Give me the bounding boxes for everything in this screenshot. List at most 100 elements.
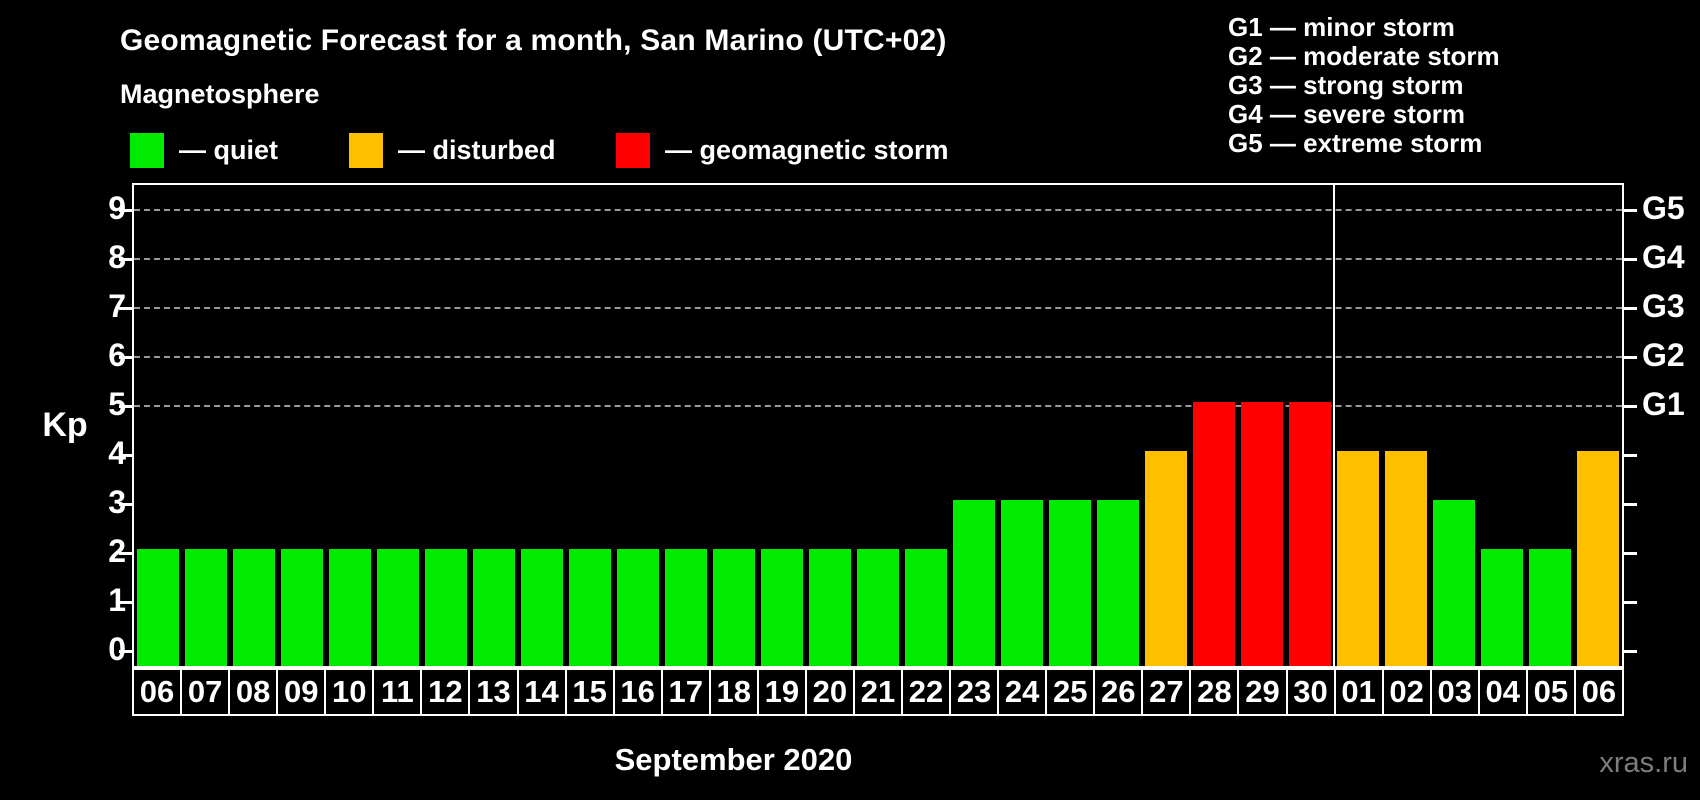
y-tick-label-5: 5 [108,386,126,422]
bar-series [134,185,1622,666]
bar-column-day-17 [662,185,710,666]
kp-bar-23-value-3 [952,500,996,666]
g-legend-line-3: G3 — strong storm [1228,70,1464,100]
kp-bar-02-value-4 [1384,451,1428,666]
gridline-kp-6 [134,356,1622,358]
bar-column-day-08 [230,185,278,666]
date-cell-15-sep: 15 [564,668,615,716]
gridline-kp-7 [134,307,1622,309]
left-tick-kp-5 [119,405,132,408]
gridline-kp-5 [134,405,1622,407]
bar-column-day-09 [278,185,326,666]
y-tick-label-4: 4 [108,435,126,471]
g-level-label-G4: G4 [1642,239,1685,275]
right-tick-kp-2 [1624,552,1637,555]
left-tick-kp-8 [119,258,132,261]
kp-bar-06-value-2 [136,549,180,666]
date-cell-23-sep: 23 [949,668,1000,716]
legend-item-disturbed: — disturbed [349,132,556,168]
g-legend-line-1: G1 — minor storm [1228,12,1455,42]
kp-bar-07-value-2 [184,549,228,666]
g-level-label-G1: G1 [1642,386,1685,422]
right-tick-kp-4 [1624,454,1637,457]
date-cell-29-sep: 29 [1237,668,1288,716]
right-tick-kp-9 [1624,209,1637,212]
date-cell-11-sep: 11 [372,668,423,716]
legend-item-quiet: — quiet [130,132,278,168]
date-cell-20-sep: 20 [804,668,855,716]
date-cell-09-sep: 09 [276,668,327,716]
right-tick-kp-0 [1624,650,1637,653]
kp-bar-26-value-3 [1096,500,1140,666]
date-cell-18-sep: 18 [708,668,759,716]
kp-bar-01-value-4 [1336,451,1380,666]
y-tick-label-1: 1 [108,582,126,618]
bar-column-day-12 [422,185,470,666]
g-level-label-G2: G2 [1642,337,1685,373]
date-cell-26-sep: 26 [1093,668,1144,716]
date-cell-05-oct: 05 [1525,668,1576,716]
date-cell-13-sep: 13 [468,668,519,716]
g-legend-line-5: G5 — extreme storm [1228,128,1483,158]
kp-bar-03-value-3 [1432,500,1476,666]
kp-bar-10-value-2 [328,549,372,666]
kp-bar-15-value-2 [568,549,612,666]
date-cell-02-oct: 02 [1381,668,1432,716]
kp-bar-13-value-2 [472,549,516,666]
disturbed-swatch-icon [349,132,383,168]
date-cell-07-sep: 07 [180,668,231,716]
left-tick-kp-3 [119,503,132,506]
bar-column-day-25 [1046,185,1094,666]
month-label: September 2020 [614,742,853,777]
left-tick-kp-9 [119,209,132,212]
right-tick-kp-1 [1624,601,1637,604]
kp-bar-28-value-5 [1192,402,1236,666]
left-tick-kp-2 [119,552,132,555]
bar-column-day-29 [1238,185,1286,666]
kp-bar-06-value-4 [1576,451,1620,666]
g-scale-legend: G1 — minor storm G2 — moderate storm G3 — … [1228,13,1500,158]
date-cell-12-sep: 12 [420,668,471,716]
date-cell-22-sep: 22 [901,668,952,716]
kp-bar-08-value-2 [232,549,276,666]
legend-item-storm: — geomagnetic storm [616,132,949,168]
left-tick-kp-4 [119,454,132,457]
bar-column-day-04 [1478,185,1526,666]
bar-column-day-01 [1334,185,1382,666]
legend-label-quiet: — quiet [179,134,278,165]
y-tick-label-9: 9 [108,190,126,226]
date-cell-06-sep: 06 [132,668,183,716]
kp-bar-30-value-5 [1288,402,1332,666]
kp-bar-21-value-2 [856,549,900,666]
date-cell-17-sep: 17 [660,668,711,716]
date-cell-27-sep: 27 [1141,668,1192,716]
date-cell-03-oct: 03 [1429,668,1480,716]
bar-column-day-24 [998,185,1046,666]
y-axis-title: Kp [42,406,88,444]
kp-bar-05-value-2 [1528,549,1572,666]
kp-bar-09-value-2 [280,549,324,666]
bar-column-day-10 [326,185,374,666]
kp-bar-22-value-2 [904,549,948,666]
bar-column-day-16 [614,185,662,666]
bar-column-day-21 [854,185,902,666]
date-cell-04-oct: 04 [1477,668,1528,716]
g-level-label-G5: G5 [1642,190,1685,226]
kp-bar-14-value-2 [520,549,564,666]
bar-column-day-19 [758,185,806,666]
kp-bar-29-value-5 [1240,402,1284,666]
bar-column-day-26 [1094,185,1142,666]
bar-column-day-14 [518,185,566,666]
date-cell-30-sep: 30 [1285,668,1336,716]
bar-column-day-06 [134,185,182,666]
date-cell-24-sep: 24 [997,668,1048,716]
chart-title: Geomagnetic Forecast for a month, San Ma… [120,24,947,57]
y-tick-label-7: 7 [108,288,126,324]
g-legend-line-2: G2 — moderate storm [1228,41,1500,71]
date-cell-06-oct: 06 [1573,668,1624,716]
bar-column-day-13 [470,185,518,666]
right-tick-kp-7 [1624,307,1637,310]
left-tick-kp-7 [119,307,132,310]
date-cell-01-oct: 01 [1333,668,1384,716]
